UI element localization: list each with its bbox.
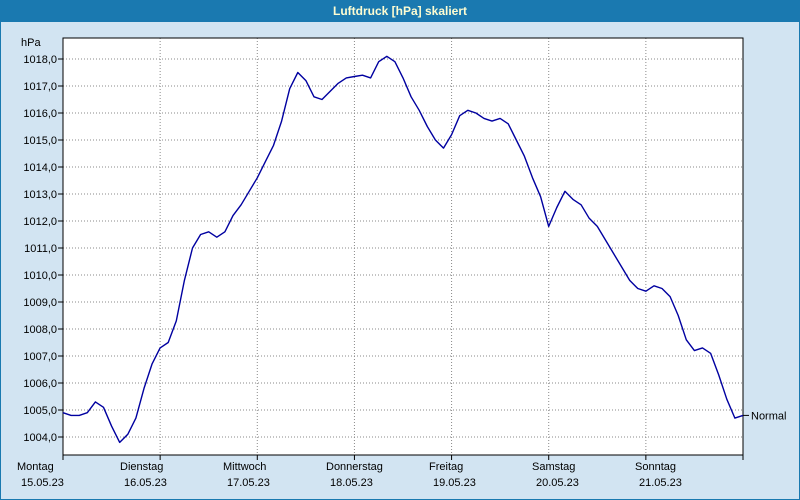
y-tick-label: 1013,0: [23, 189, 57, 201]
x-date-label: 18.05.23: [330, 477, 373, 489]
y-tick-label: 1006,0: [23, 378, 57, 390]
plot-border: [62, 37, 744, 456]
pressure-chart: hPa Normal 1004,0 1005,0 1006,0 1007,0 1008,…: [17, 37, 786, 489]
x-date-label: 16.05.23: [124, 477, 167, 489]
y-tick-label: 1009,0: [23, 297, 57, 309]
x-day-label: Freitag: [429, 461, 463, 473]
normal-label: Normal: [751, 410, 786, 422]
y-tick-label: 1012,0: [23, 216, 57, 228]
y-tick-label: 1017,0: [23, 81, 57, 93]
y-tick-label: 1008,0: [23, 324, 57, 336]
x-date-label: 17.05.23: [227, 477, 270, 489]
x-date-label: 15.05.23: [21, 477, 64, 489]
y-tick-label: 1005,0: [23, 405, 57, 417]
y-tick-label: 1018,0: [23, 54, 57, 66]
y-tick-label: 1011,0: [24, 243, 57, 255]
x-day-label: Mittwoch: [223, 461, 266, 473]
x-date-label: 21.05.23: [639, 477, 682, 489]
y-tick-label: 1007,0: [23, 351, 57, 363]
title-bar: Luftdruck [hPa] skaliert: [1, 1, 799, 22]
x-day-label: Donnerstag: [326, 461, 383, 473]
y-tick-label: 1016,0: [23, 108, 57, 120]
pressure-line: [62, 55, 744, 444]
x-day-label: Sonntag: [635, 461, 676, 473]
plot-area: [63, 38, 743, 455]
y-tick-label: 1014,0: [23, 162, 57, 174]
y-tick-label: 1010,0: [23, 270, 57, 282]
x-day-label: Samstag: [532, 461, 575, 473]
y-tick-label: 1004,0: [23, 432, 57, 444]
x-date-label: 19.05.23: [433, 477, 476, 489]
x-day-label: Montag: [17, 461, 54, 473]
y-tick-label: 1015,0: [23, 135, 57, 147]
y-axis-unit-label: hPa: [21, 37, 41, 49]
x-date-label: 20.05.23: [536, 477, 579, 489]
window-title: Luftdruck [hPa] skaliert: [332, 4, 468, 18]
x-day-label: Dienstag: [120, 461, 163, 473]
